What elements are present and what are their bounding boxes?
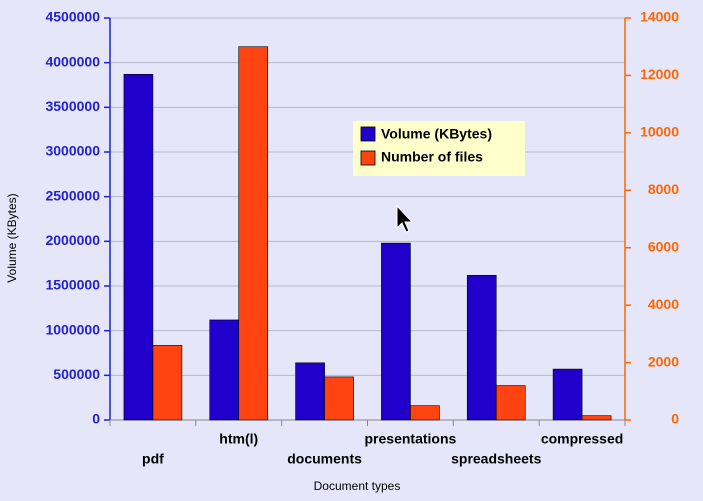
- legend-swatch: [360, 150, 376, 166]
- y2-tick-label: 2000: [648, 353, 679, 369]
- y-tick-label: 4000000: [45, 53, 100, 69]
- bar: [552, 368, 583, 421]
- y2-tick-label: 6000: [648, 238, 679, 254]
- x-tick-label: pdf: [142, 451, 164, 467]
- legend-label: Volume (KBytes): [381, 126, 492, 142]
- bar: [410, 405, 440, 421]
- y2-tick-label: 10000: [640, 124, 679, 140]
- x-axis-title: Document types: [314, 479, 401, 493]
- y-tick-label: 2000000: [45, 232, 100, 248]
- y-tick-label: 4500000: [45, 9, 100, 25]
- bar: [238, 46, 269, 421]
- y2-tick-label: 4000: [648, 296, 679, 312]
- legend: Volume (KBytes) Number of files: [353, 121, 525, 176]
- y-tick-label: 3500000: [45, 98, 100, 114]
- bar: [581, 415, 612, 421]
- y2-tick-label: 14000: [640, 9, 679, 25]
- plot-area: 0 500000 1000000 1500000 2000000 2500000 30000…: [45, 9, 679, 467]
- y-tick-label: 0: [92, 411, 100, 427]
- y-tick-label: 1000000: [45, 321, 100, 337]
- y2-tick-label: 12000: [640, 66, 679, 82]
- bar: [466, 274, 497, 421]
- y-axis-title: Volume (KBytes): [5, 193, 19, 282]
- x-tick-label: documents: [287, 451, 362, 467]
- bar: [209, 319, 240, 421]
- bar: [381, 242, 411, 421]
- legend-label: Number of files: [381, 149, 483, 165]
- legend-swatch: [360, 126, 376, 142]
- bar: [295, 362, 325, 421]
- mouse-cursor: [396, 204, 414, 233]
- y2-tick-label: 8000: [648, 181, 679, 197]
- x-tick-label: compressed: [541, 431, 623, 447]
- bar: [324, 376, 354, 421]
- legend-box: [353, 121, 525, 176]
- y-tick-label: 3000000: [45, 143, 100, 159]
- x-tick-label: spreadsheets: [451, 451, 541, 467]
- bar: [152, 345, 183, 421]
- bar: [123, 73, 154, 421]
- x-tick-label: htm(l): [219, 431, 258, 447]
- x-tick-label: presentations: [365, 431, 457, 447]
- y-tick-label: 500000: [53, 366, 100, 382]
- y-tick-label: 1500000: [45, 277, 100, 293]
- y-tick-label: 2500000: [45, 187, 100, 203]
- bar: [495, 385, 526, 421]
- y2-tick-label: 0: [671, 411, 679, 427]
